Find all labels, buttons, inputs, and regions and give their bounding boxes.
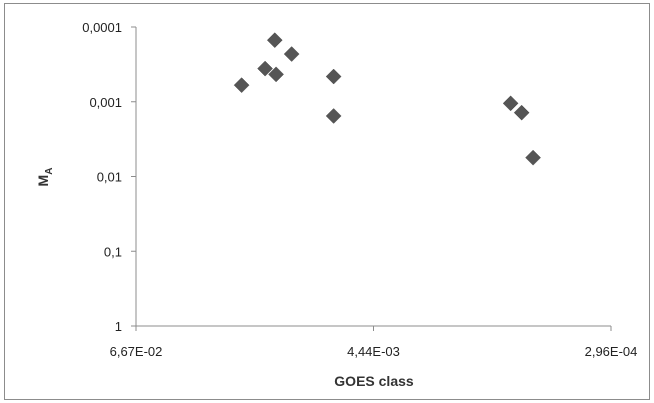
- data-point-diamond: [502, 95, 519, 112]
- y-tick-label: 0,1: [104, 244, 122, 259]
- data-point-diamond: [325, 68, 342, 85]
- y-tick-label: 0,01: [97, 170, 122, 185]
- data-point-diamond: [268, 66, 284, 83]
- y-axis-title-main: M: [35, 175, 51, 187]
- y-tick-label: 0,0001: [82, 20, 122, 35]
- x-tick-label: 2,96E-04: [585, 344, 638, 359]
- data-points: [233, 32, 541, 166]
- x-ticks: 6,67E-02 4,44E-03 2,96E-04: [110, 326, 638, 359]
- data-point-diamond: [266, 32, 283, 49]
- y-axis-title: MA: [35, 168, 55, 187]
- data-point-diamond: [525, 149, 541, 166]
- y-axis-title-subscript: A: [44, 168, 55, 175]
- data-point-diamond: [257, 60, 273, 77]
- y-tick-label: 0,001: [89, 95, 122, 110]
- axes: [135, 27, 611, 327]
- data-point-diamond: [233, 77, 250, 94]
- data-point-diamond: [325, 108, 342, 124]
- x-axis-title: GOES class: [334, 373, 414, 389]
- y-tick-label: 1: [115, 319, 122, 334]
- data-point-diamond: [283, 46, 300, 62]
- y-ticks: 0,0001 0,001 0,01 0,1 1: [82, 20, 136, 334]
- x-tick-label: 6,67E-02: [110, 344, 163, 359]
- chart-frame: [4, 3, 650, 400]
- data-point-diamond: [513, 104, 530, 121]
- x-tick-label: 4,44E-03: [347, 344, 400, 359]
